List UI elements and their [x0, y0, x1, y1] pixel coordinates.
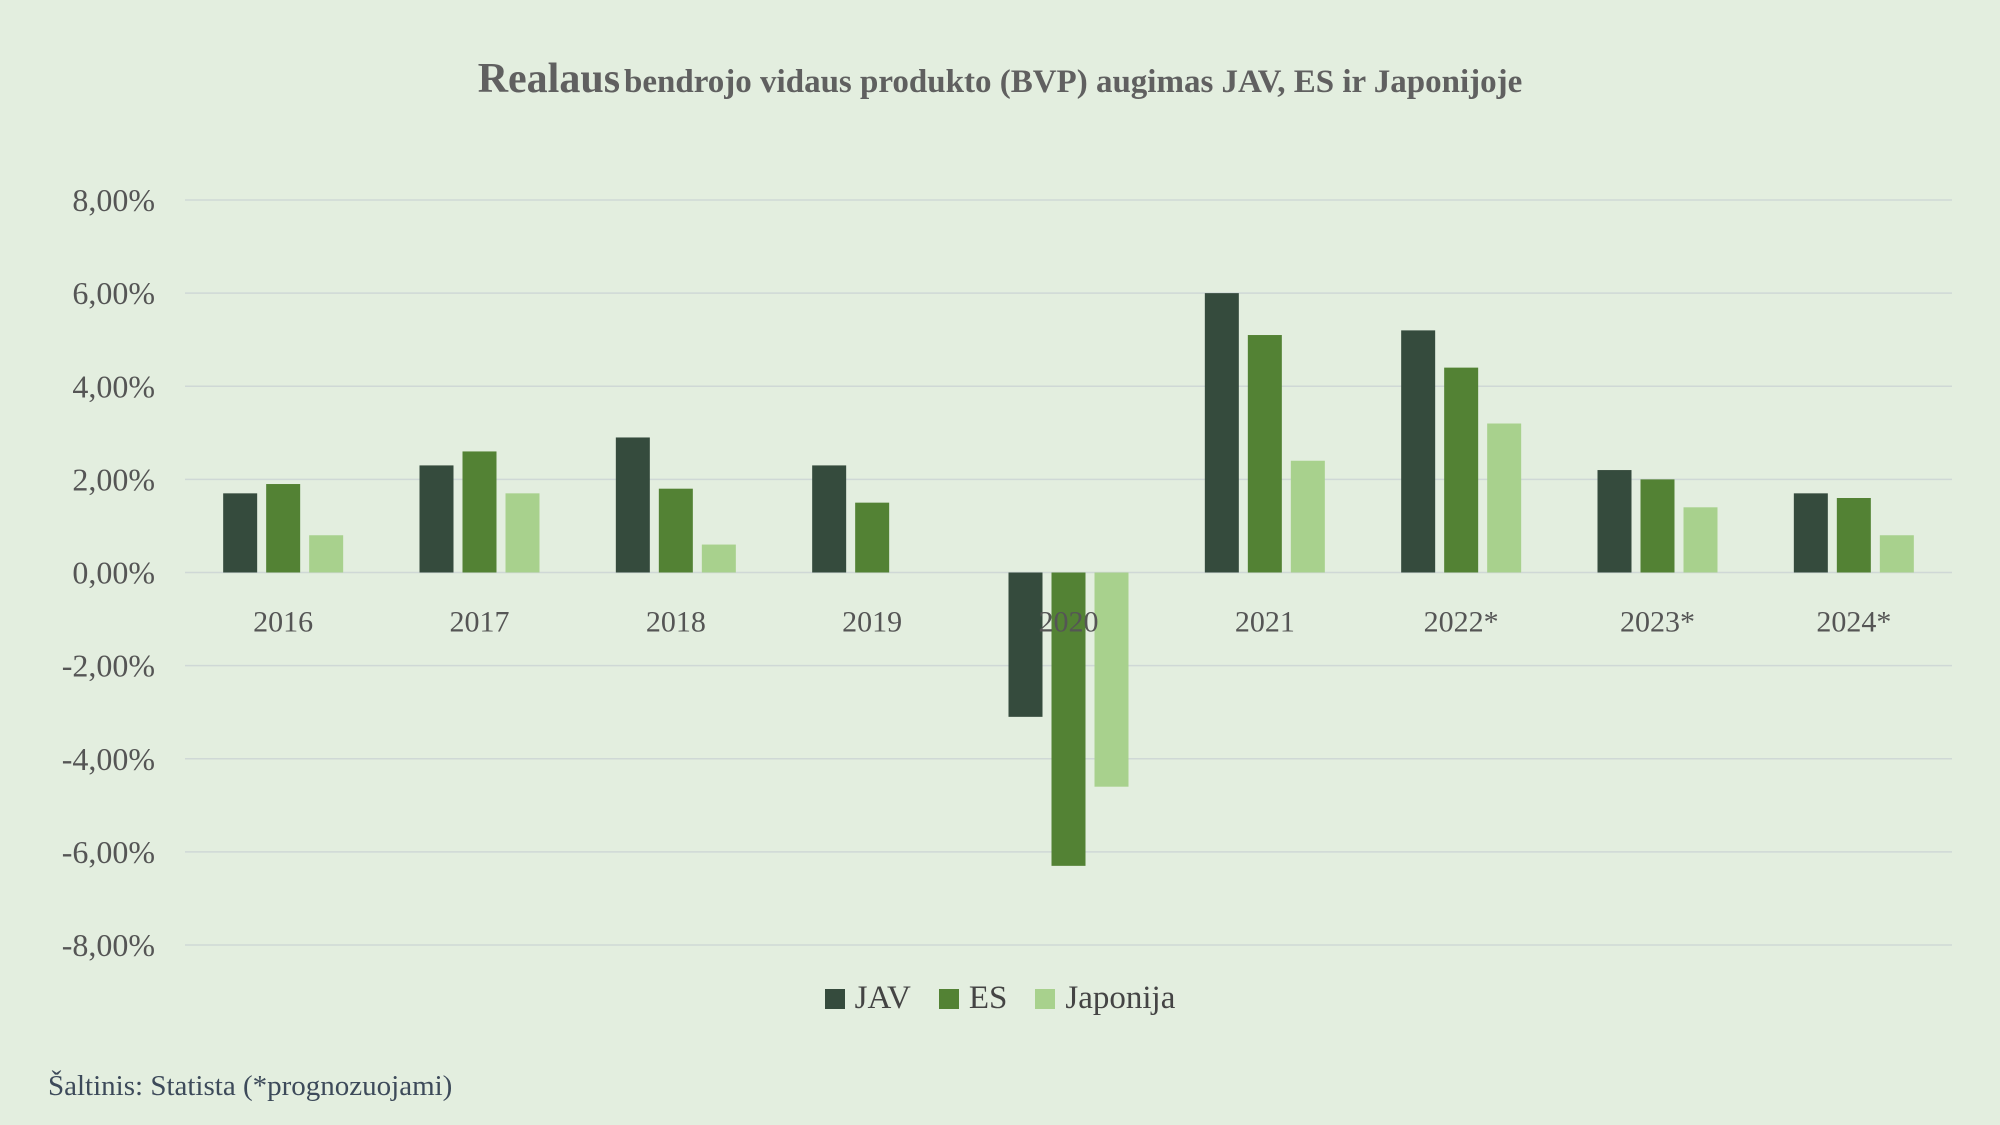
legend-swatch — [824, 988, 845, 1009]
y-tick-label: 2,00% — [72, 461, 155, 497]
bar-jav-2020 — [1008, 572, 1043, 717]
chart-title-main: Realaus — [477, 56, 621, 102]
bar-es-2023* — [1640, 479, 1675, 573]
legend-item: ES — [938, 980, 1008, 1017]
x-tick-label: 2021 — [1235, 606, 1295, 639]
y-tick-label: 6,00% — [72, 275, 155, 311]
bar-es-2017 — [462, 451, 497, 573]
bar-es-2019 — [855, 502, 890, 573]
bar-jav-2021 — [1204, 293, 1239, 573]
bar-japonija-2020 — [1094, 572, 1129, 787]
y-tick-label: 0,00% — [72, 555, 155, 591]
bar-es-2018 — [658, 488, 693, 573]
bar-jav-2022* — [1401, 330, 1436, 573]
bar-es-2022* — [1444, 367, 1479, 573]
bar-jav-2024* — [1793, 493, 1828, 573]
bar-es-2021 — [1247, 335, 1282, 573]
chart-title: Realaus bendrojo vidaus produkto (BVP) a… — [0, 55, 2000, 103]
legend-item: Japonija — [1035, 980, 1175, 1017]
y-tick-label: -2,00% — [62, 648, 155, 684]
x-tick-label: 2022* — [1424, 606, 1499, 639]
y-tick-label: -4,00% — [62, 741, 155, 777]
legend-swatch — [1035, 988, 1056, 1009]
bar-japonija-2022* — [1487, 423, 1522, 573]
x-tick-label: 2017 — [450, 606, 510, 639]
legend-label: Japonija — [1065, 980, 1176, 1016]
bar-japonija-2016 — [309, 535, 344, 573]
bar-japonija-2021 — [1290, 460, 1325, 573]
bar-jav-2023* — [1597, 470, 1632, 573]
bar-japonija-2024* — [1879, 535, 1914, 573]
legend-item: JAV — [824, 980, 911, 1017]
x-tick-label: 2020 — [1039, 606, 1099, 639]
y-tick-label: -6,00% — [62, 834, 155, 870]
x-tick-label: 2023* — [1620, 606, 1695, 639]
chart-title-rest: bendrojo vidaus produkto (BVP) augimas J… — [624, 64, 1523, 100]
bar-jav-2017 — [419, 465, 454, 573]
x-tick-label: 2016 — [253, 606, 313, 639]
legend-label: JAV — [854, 980, 911, 1016]
source-note: Šaltinis: Statista (*prognozuojami) — [48, 1070, 453, 1102]
bar-japonija-2017 — [505, 493, 540, 573]
y-tick-label: 8,00% — [72, 182, 155, 218]
x-tick-label: 2018 — [646, 606, 706, 639]
legend-swatch — [938, 988, 959, 1009]
legend-label: ES — [968, 980, 1008, 1016]
x-tick-label: 2024* — [1816, 606, 1891, 639]
bar-es-2024* — [1836, 498, 1871, 573]
bar-japonija-2018 — [701, 544, 736, 573]
bar-jav-2016 — [223, 493, 258, 573]
bar-es-2020 — [1051, 572, 1086, 866]
legend: JAV ES Japonija — [0, 980, 2000, 1017]
bar-jav-2018 — [615, 437, 650, 573]
bar-es-2016 — [266, 484, 301, 573]
bar-japonija-2023* — [1683, 507, 1718, 573]
bar-jav-2019 — [812, 465, 847, 573]
y-tick-label: 4,00% — [72, 368, 155, 404]
y-tick-label: -8,00% — [62, 927, 155, 963]
x-tick-label: 2019 — [842, 606, 902, 639]
